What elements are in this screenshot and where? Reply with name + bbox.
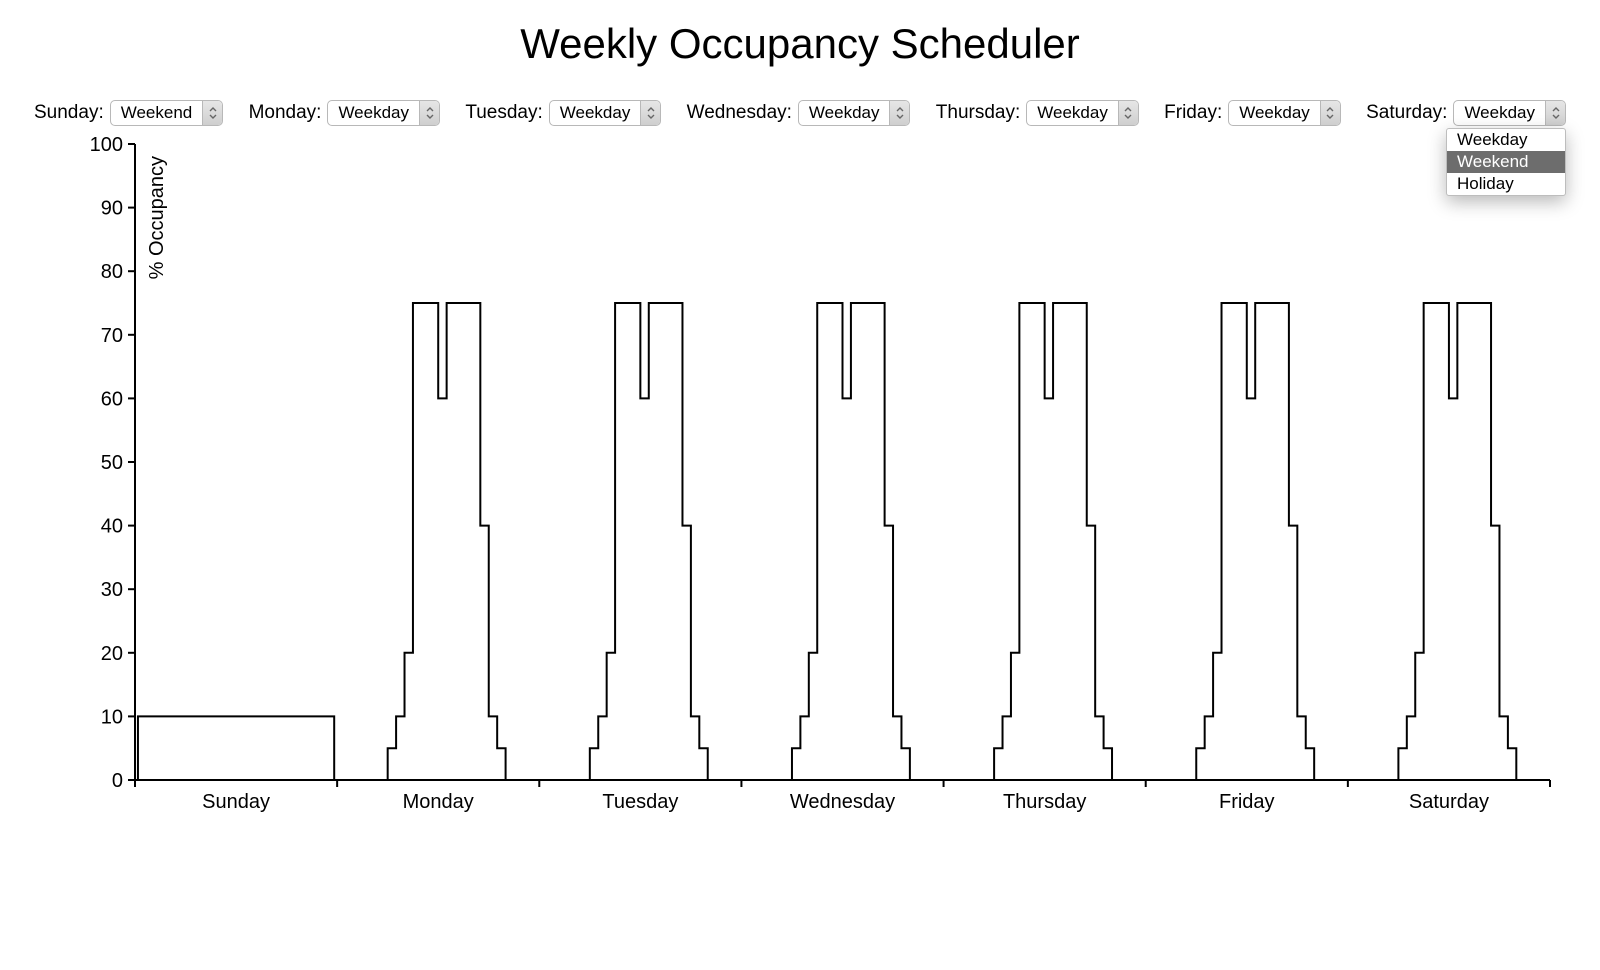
svg-text:100: 100 xyxy=(90,134,123,156)
occupancy-series-sunday xyxy=(138,716,334,780)
svg-text:80: 80 xyxy=(101,261,123,283)
day-type-select[interactable]: Weekday xyxy=(1453,100,1566,126)
chevron-up-down-icon xyxy=(889,101,909,125)
day-control-thursday: Thursday: Weekday xyxy=(936,100,1139,126)
svg-text:0: 0 xyxy=(112,770,123,792)
chevron-up-down-icon xyxy=(202,101,222,125)
y-axis-label: % Occupancy xyxy=(146,156,168,279)
day-label: Wednesday: xyxy=(687,102,792,124)
x-axis-day-label: Sunday xyxy=(202,791,270,813)
x-axis-day-label: Saturday xyxy=(1409,791,1489,813)
svg-text:70: 70 xyxy=(101,325,123,347)
day-type-select[interactable]: Weekday xyxy=(1026,100,1139,126)
page-title: Weekly Occupancy Scheduler xyxy=(30,20,1570,68)
day-control-friday: Friday: Weekday xyxy=(1164,100,1341,126)
chevron-up-down-icon xyxy=(640,101,660,125)
chevron-up-down-icon xyxy=(1320,101,1340,125)
svg-text:40: 40 xyxy=(101,516,123,538)
select-value: Weekday xyxy=(550,101,641,125)
x-axis-day-label: Thursday xyxy=(1003,791,1086,813)
select-option[interactable]: Weekend xyxy=(1447,151,1565,173)
select-value: Weekend xyxy=(111,101,203,125)
day-label: Tuesday: xyxy=(465,102,542,124)
select-value: Weekday xyxy=(1229,101,1320,125)
x-axis-day-label: Tuesday xyxy=(602,791,678,813)
day-control-tuesday: Tuesday: Weekday xyxy=(465,100,661,126)
occupancy-series-tuesday xyxy=(542,303,738,780)
occupancy-chart: 0 10 20 30 40 50 60 70 80 90 100 % Occupancy Sunday M… xyxy=(30,134,1570,824)
svg-text:60: 60 xyxy=(101,388,123,410)
svg-text:20: 20 xyxy=(101,643,123,665)
select-value: Weekday xyxy=(799,101,890,125)
day-type-select[interactable]: Weekend xyxy=(110,100,224,126)
day-label: Saturday: xyxy=(1366,102,1447,124)
day-label: Monday: xyxy=(249,102,322,124)
svg-text:50: 50 xyxy=(101,452,123,474)
select-value: Weekday xyxy=(1454,101,1545,125)
occupancy-series-friday xyxy=(1149,303,1345,780)
svg-text:90: 90 xyxy=(101,198,123,220)
chevron-up-down-icon xyxy=(419,101,439,125)
select-value: Weekday xyxy=(1027,101,1118,125)
svg-text:10: 10 xyxy=(101,706,123,728)
x-axis-day-label: Monday xyxy=(403,791,474,813)
x-axis-day-label: Friday xyxy=(1219,791,1275,813)
day-control-wednesday: Wednesday: Weekday xyxy=(687,100,911,126)
select-option[interactable]: Weekday xyxy=(1447,129,1565,151)
select-option[interactable]: Holiday xyxy=(1447,173,1565,195)
day-label: Sunday: xyxy=(34,102,104,124)
occupancy-series-saturday xyxy=(1351,303,1547,780)
occupancy-series-wednesday xyxy=(744,303,940,780)
occupancy-series-thursday xyxy=(947,303,1143,780)
day-type-select[interactable]: Weekday xyxy=(798,100,911,126)
select-value: Weekday xyxy=(328,101,419,125)
svg-text:30: 30 xyxy=(101,579,123,601)
day-control-sunday: Sunday: Weekend xyxy=(34,100,223,126)
day-type-select[interactable]: Weekday xyxy=(1228,100,1341,126)
day-control-monday: Monday: Weekday xyxy=(249,100,440,126)
day-label: Friday: xyxy=(1164,102,1222,124)
day-type-select[interactable]: Weekday xyxy=(549,100,662,126)
occupancy-series-monday xyxy=(340,303,536,780)
select-dropdown[interactable]: WeekdayWeekendHoliday xyxy=(1446,128,1566,196)
x-axis-day-label: Wednesday xyxy=(790,791,895,813)
chevron-up-down-icon xyxy=(1545,101,1565,125)
day-label: Thursday: xyxy=(936,102,1020,124)
chevron-up-down-icon xyxy=(1118,101,1138,125)
day-type-controls: Sunday: Weekend Monday: Weekday Tuesday: We… xyxy=(30,100,1570,126)
day-control-saturday: Saturday:Weekday WeekdayWeekendHoliday xyxy=(1366,100,1566,126)
day-type-select[interactable]: Weekday xyxy=(327,100,440,126)
